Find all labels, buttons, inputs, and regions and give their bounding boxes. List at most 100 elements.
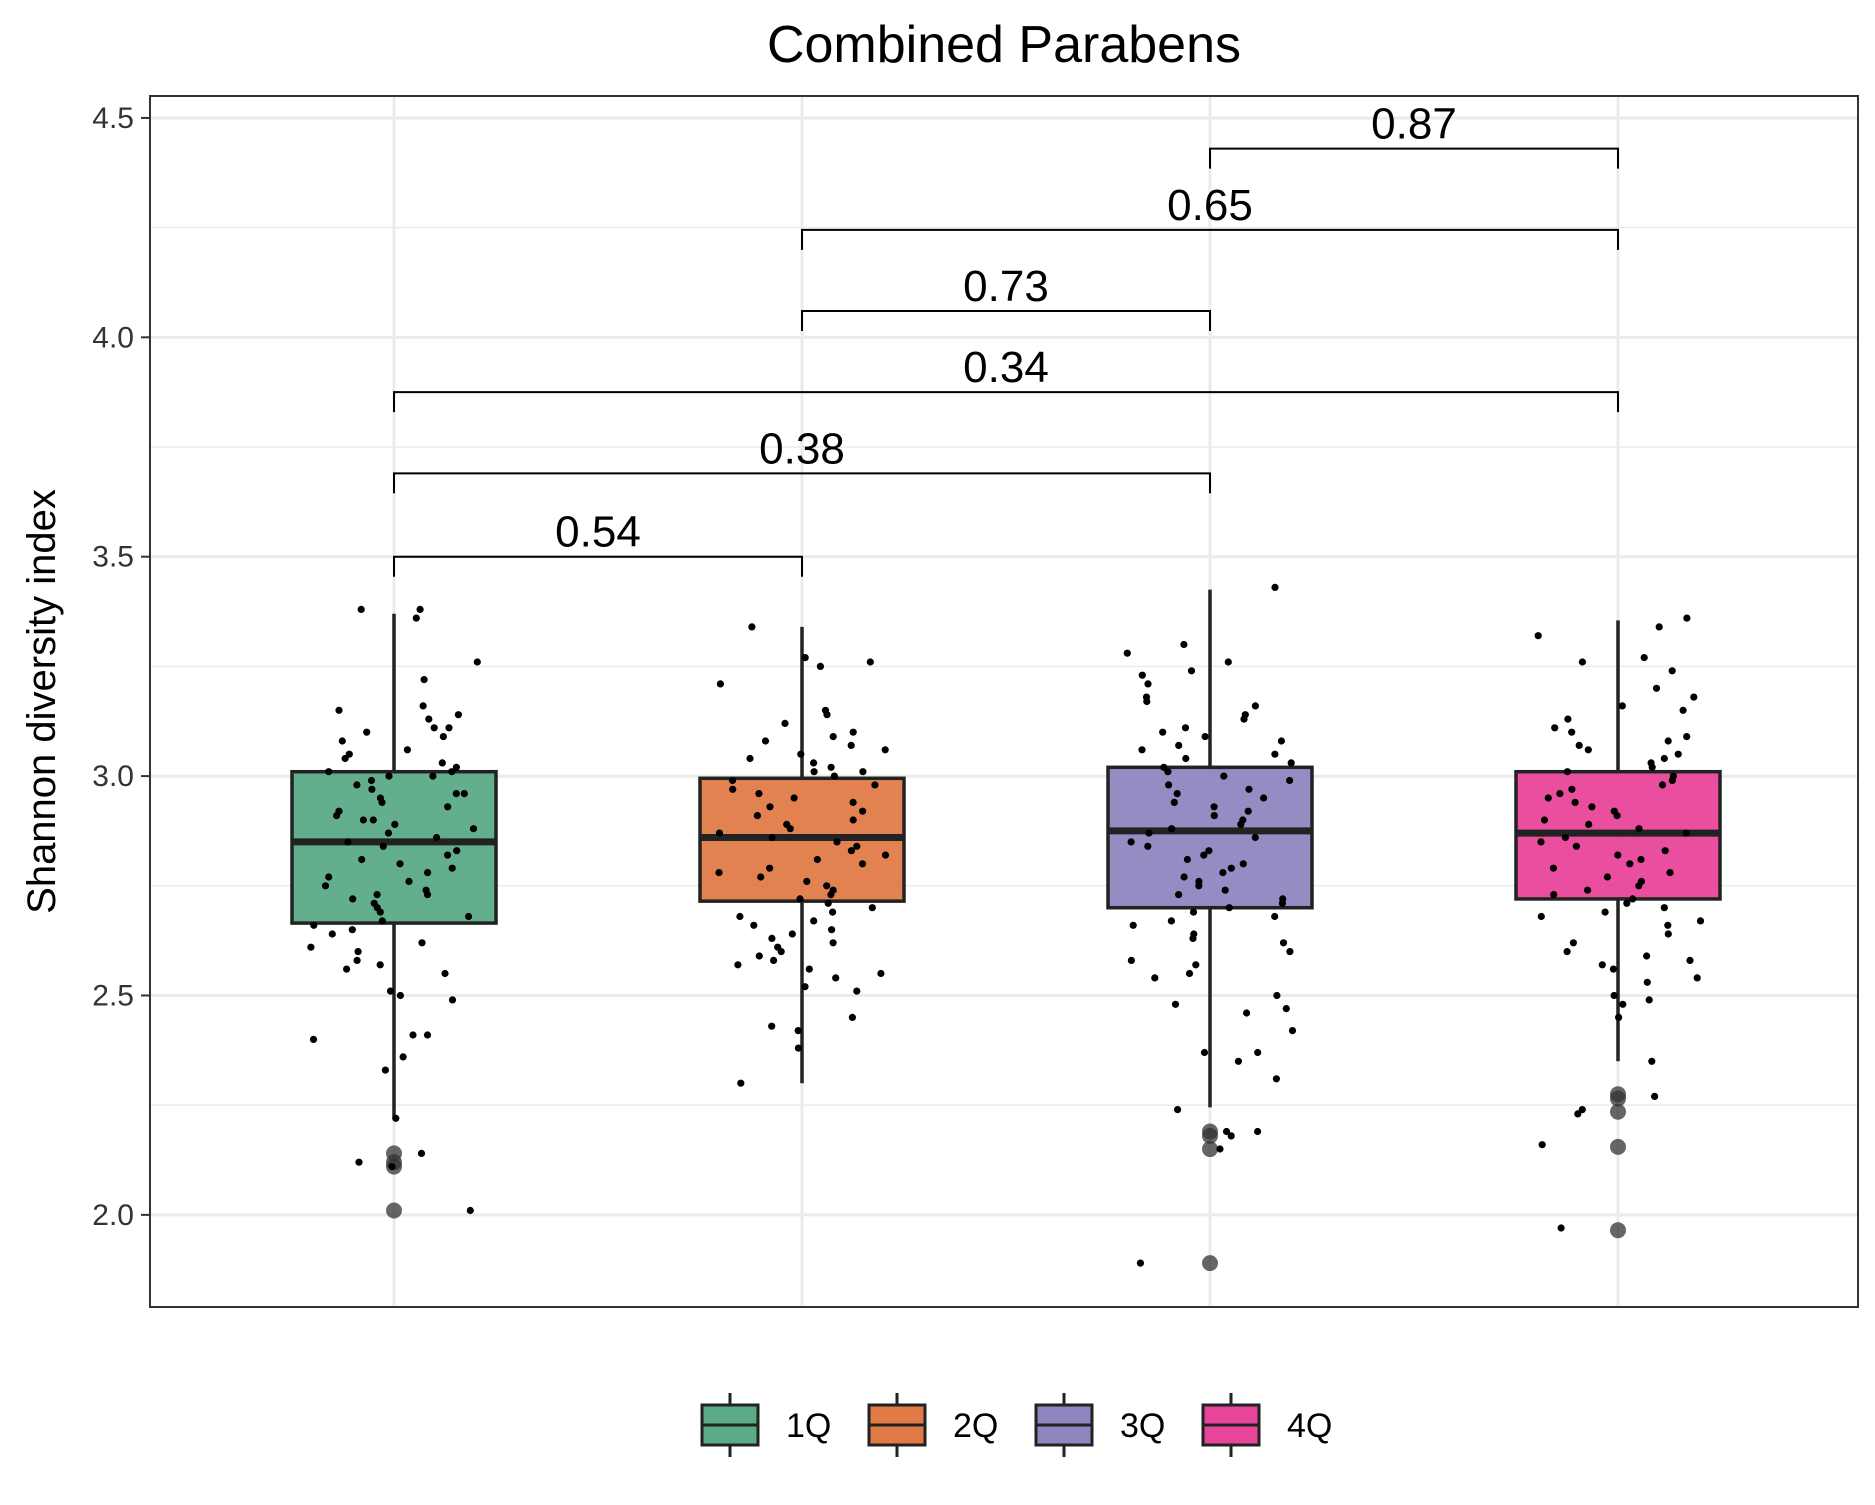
legend-item-3Q: 3Q	[1034, 1393, 1165, 1457]
data-point	[1629, 895, 1637, 903]
data-point	[1189, 908, 1198, 916]
legend-item-1Q: 1Q	[700, 1393, 831, 1457]
data-point	[338, 737, 346, 745]
data-point	[354, 948, 362, 956]
box-body	[1106, 765, 1314, 910]
data-point	[1165, 781, 1173, 789]
data-point	[1578, 658, 1586, 666]
data-point	[1564, 715, 1572, 723]
data-point	[1661, 847, 1669, 855]
data-point	[386, 987, 395, 995]
y-tick-label: 2.0	[92, 1199, 134, 1232]
comparison-bracket: 0.34	[393, 343, 1619, 413]
outlier-point	[1610, 1138, 1626, 1155]
data-point	[348, 926, 356, 934]
data-point	[1683, 614, 1691, 622]
data-point	[736, 912, 744, 921]
data-point	[1544, 794, 1552, 802]
data-point	[1658, 781, 1667, 789]
legend-label: 4Q	[1287, 1407, 1332, 1445]
data-point	[438, 759, 446, 767]
data-point	[716, 680, 725, 688]
data-point	[1210, 803, 1218, 811]
outlier-point	[386, 1202, 402, 1219]
data-point	[1635, 825, 1643, 833]
data-point	[1227, 1132, 1235, 1140]
data-point	[1584, 886, 1592, 894]
data-point	[828, 926, 836, 934]
data-point	[1187, 667, 1196, 675]
data-point	[409, 1031, 417, 1039]
data-point	[810, 917, 818, 925]
data-point	[358, 855, 366, 864]
data-point	[454, 711, 462, 719]
data-point	[349, 895, 357, 903]
data-point	[1189, 934, 1197, 943]
data-point	[448, 768, 456, 776]
data-point	[1598, 961, 1606, 969]
data-point	[1170, 798, 1178, 807]
data-point	[781, 719, 789, 728]
data-point	[1588, 803, 1596, 811]
data-point	[797, 750, 805, 758]
data-point	[1138, 671, 1146, 679]
data-point	[1537, 838, 1545, 846]
data-point	[1175, 891, 1183, 899]
data-point	[1578, 1106, 1586, 1114]
data-point	[1551, 724, 1559, 732]
data-point	[1550, 891, 1558, 899]
data-point	[363, 728, 371, 736]
data-point	[1287, 759, 1295, 767]
data-point	[1174, 1106, 1182, 1114]
data-point	[378, 798, 386, 807]
data-point	[1561, 833, 1569, 842]
data-point	[766, 803, 774, 811]
data-point	[369, 816, 377, 824]
data-point	[429, 772, 437, 780]
legend-label: 3Q	[1120, 1407, 1165, 1445]
data-point	[381, 1066, 389, 1074]
data-point	[823, 711, 831, 719]
comparison-bracket: 0.38	[393, 424, 1211, 494]
data-point	[388, 1163, 396, 1171]
data-point	[1683, 733, 1691, 741]
data-point	[416, 605, 424, 614]
box-4Q	[1514, 620, 1722, 1239]
p-value-label: 0.87	[1371, 100, 1457, 149]
data-point	[1282, 1005, 1290, 1013]
data-point	[1243, 1009, 1251, 1017]
data-point	[328, 930, 336, 938]
data-point	[755, 952, 763, 960]
data-point	[877, 969, 885, 978]
data-point	[1200, 851, 1208, 859]
data-point	[1668, 776, 1676, 785]
legend-item-2Q: 2Q	[867, 1393, 998, 1457]
data-point	[830, 772, 839, 780]
data-point	[1540, 816, 1549, 824]
y-tick-label: 4.0	[92, 321, 134, 354]
data-point	[1696, 917, 1705, 925]
data-point	[1619, 1000, 1627, 1008]
data-point	[325, 873, 333, 881]
data-point	[343, 965, 351, 973]
y-tick-label: 3.0	[92, 760, 134, 793]
data-point	[448, 864, 456, 872]
data-point	[1615, 1013, 1623, 1022]
data-point	[750, 921, 758, 929]
data-point	[325, 768, 333, 776]
data-point	[796, 895, 804, 903]
data-point	[1618, 702, 1626, 710]
data-point	[419, 702, 427, 710]
data-point	[1224, 658, 1232, 666]
data-point	[444, 851, 452, 859]
data-point	[1234, 1057, 1242, 1065]
data-point	[1286, 948, 1294, 956]
data-point	[430, 724, 438, 732]
data-point	[1693, 974, 1701, 982]
data-point	[848, 1013, 857, 1022]
comparison-bracket: 0.54	[393, 508, 803, 577]
outlier-point	[1202, 1141, 1218, 1158]
data-point	[384, 829, 393, 837]
data-point	[1549, 864, 1557, 872]
data-point	[1205, 847, 1213, 855]
